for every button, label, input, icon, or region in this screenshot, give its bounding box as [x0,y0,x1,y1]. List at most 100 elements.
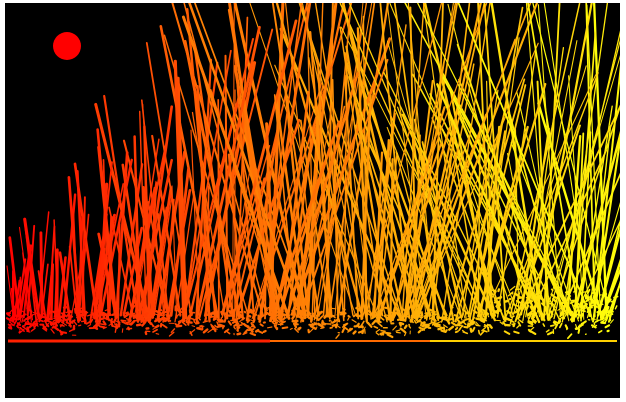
blade [357,76,448,318]
blade [140,105,174,324]
tuft [16,326,20,329]
tuft [43,319,48,326]
tuft [518,319,524,324]
tuft [60,330,68,334]
blade [477,127,481,315]
tuft [60,320,64,322]
tuft [521,306,525,310]
tuft [276,315,281,319]
blade [271,3,320,317]
blade [70,238,87,321]
tuft [207,328,214,333]
tuft [15,312,21,318]
blade [115,151,129,317]
tuft [129,312,135,315]
tuft [446,317,454,321]
tuft [416,308,421,314]
blade [509,3,581,317]
tuft [250,322,254,328]
tuft [297,326,302,331]
tuft [375,328,381,333]
blade [372,3,488,319]
tuft [152,307,157,313]
blade [307,56,354,316]
tuft [403,324,408,330]
tuft [413,319,417,324]
tuft [569,300,575,304]
tuft [35,318,38,323]
blade [379,3,411,320]
blade [171,185,178,319]
tuft [114,328,117,333]
tuft [382,330,386,336]
blade [339,3,483,319]
blade [119,163,144,317]
tuft [569,314,575,321]
blade [135,177,139,322]
tuft [56,318,60,323]
tuft [375,316,381,322]
blade [580,131,592,322]
tuft [117,307,120,313]
tuft [384,314,391,317]
tuft [249,332,257,337]
tuft [404,331,407,337]
tuft [450,306,454,309]
blade [138,110,148,322]
tuft [170,328,176,333]
blade [68,245,78,317]
blade [339,26,384,317]
tuft [57,318,63,324]
tuft [576,313,582,317]
tuft [436,316,440,320]
tuft [409,318,414,323]
tuft [552,302,557,308]
tuft [377,321,383,328]
blade [596,219,620,321]
tuft [586,295,592,299]
tuft [577,328,581,334]
blade [232,3,309,320]
blade [480,37,520,318]
tuft [236,326,239,332]
blade [574,132,585,318]
blade [37,270,47,322]
tuft [282,316,286,321]
tuft [424,324,430,329]
blade [389,158,394,322]
tuft [90,311,96,318]
tuft [573,289,577,293]
blade [183,61,219,316]
blade [268,120,341,323]
blade [454,78,526,322]
tuft [249,327,254,333]
tuft [20,309,25,313]
tuft [558,322,563,329]
tuft [216,318,224,322]
tuft [282,313,287,317]
tuft [35,323,39,327]
blade [329,139,345,322]
blade [185,8,217,321]
tuft [293,321,298,326]
tuft [341,327,345,334]
tuft [152,328,158,333]
tuft [341,307,346,311]
tuft [392,325,397,331]
tuft [233,326,237,330]
tuft [275,321,279,326]
tuft [530,317,537,323]
blade [525,47,565,318]
tuft [247,314,252,318]
tuft [30,327,36,332]
blade [402,147,460,320]
tuft [240,321,248,327]
tuft [131,320,135,325]
tuft [86,313,93,317]
tuft [496,296,503,300]
tuft [569,313,573,318]
tuft [429,316,435,320]
blade [386,3,427,319]
tuft [54,321,59,327]
blade [415,42,539,320]
